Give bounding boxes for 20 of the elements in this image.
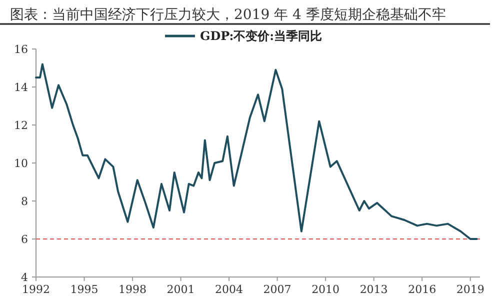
x-tick-label: 1992 (22, 283, 50, 296)
y-tick-label: 16 (14, 43, 28, 56)
x-tick-label: 2004 (215, 283, 244, 296)
x-tick-label: 2007 (263, 283, 292, 296)
chart-title: 图表：当前中国经济下行压力较大，2019 年 4 季度短期企稳基础不牢 (10, 7, 446, 23)
x-tick-label: 2016 (408, 283, 436, 296)
line-series (35, 63, 478, 240)
x-tick-label: 2001 (166, 283, 195, 296)
y-tick-label: 12 (14, 119, 28, 132)
x-tick-label: 2019 (456, 283, 484, 296)
x-tick-label: 2010 (312, 283, 340, 296)
y-tick-label: 4 (21, 271, 28, 284)
x-tick-label: 2013 (360, 283, 388, 296)
y-tick-label: 14 (14, 81, 28, 94)
legend-label: GDP:不变价:当季同比 (200, 29, 322, 43)
y-tick-label: 10 (14, 157, 28, 170)
y-tick-label: 6 (21, 233, 28, 246)
x-tick-label: 1998 (118, 283, 147, 296)
x-tick-label: 1995 (70, 283, 98, 296)
y-tick-label: 8 (21, 195, 28, 208)
